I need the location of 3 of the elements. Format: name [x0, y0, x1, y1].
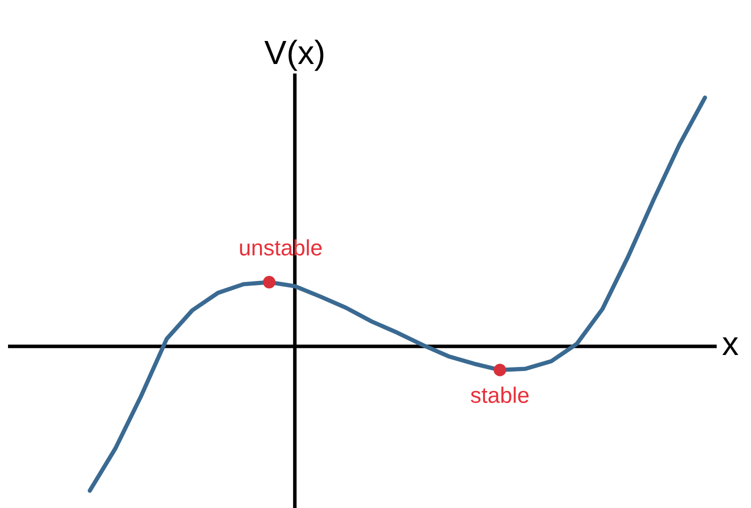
y-axis-title: V(x) [264, 40, 324, 71]
annotation: stable [470, 386, 529, 404]
x-axis-title: x [722, 337, 738, 355]
